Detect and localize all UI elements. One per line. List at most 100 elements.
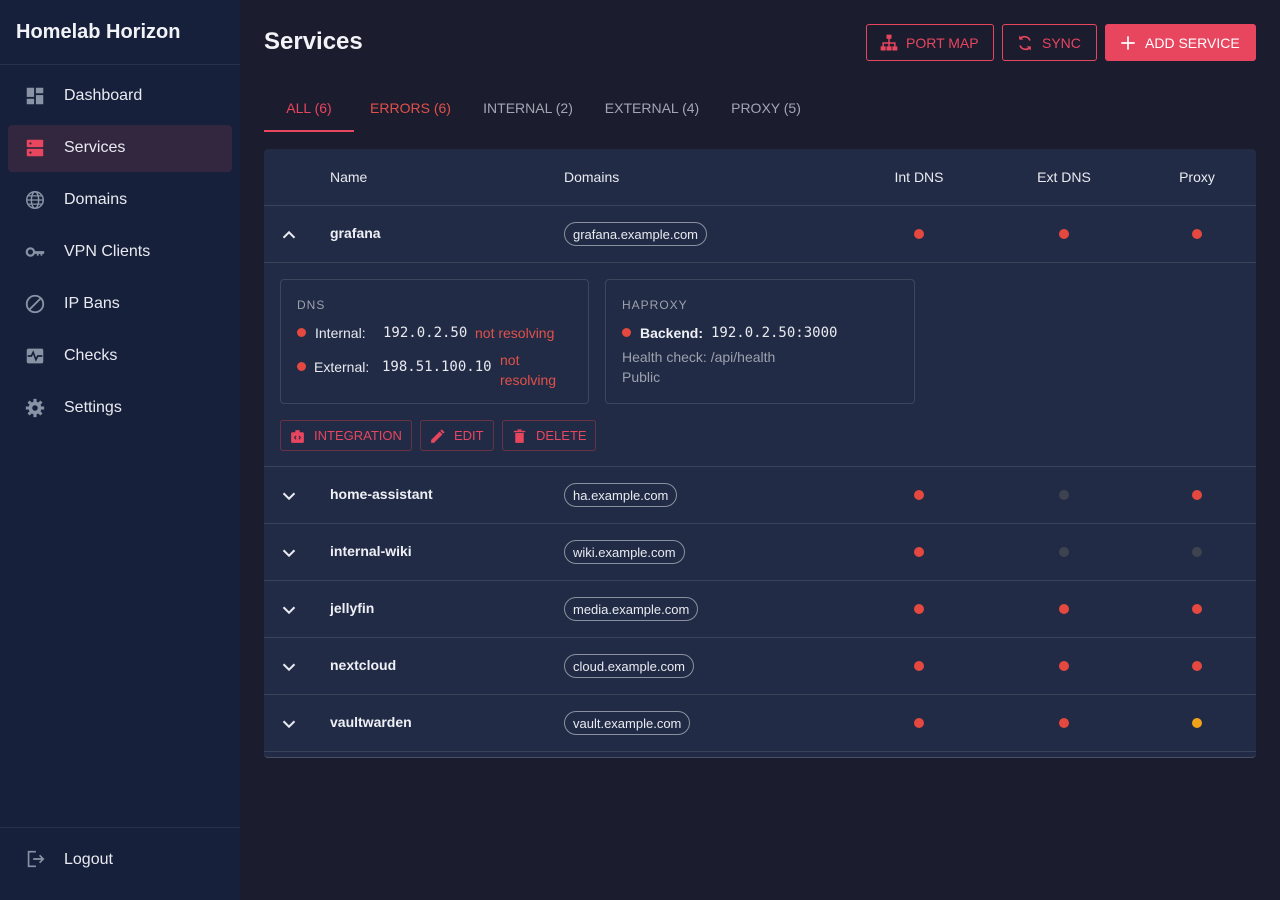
icon-gear bbox=[25, 398, 45, 418]
domain-chip[interactable]: wiki.example.com bbox=[564, 540, 685, 564]
icon-plus bbox=[1121, 36, 1135, 50]
tab-label: ALL (6) bbox=[286, 100, 332, 116]
backend: 192.0.2.50:3000 bbox=[711, 325, 838, 341]
nav-item[interactable]: Domains bbox=[8, 177, 232, 224]
divider bbox=[0, 827, 240, 828]
header-button[interactable]: SYNC bbox=[1002, 24, 1097, 61]
nav-item[interactable]: Services bbox=[8, 125, 232, 172]
logout-label: Logout bbox=[64, 851, 113, 868]
logout[interactable]: Logout bbox=[8, 836, 232, 882]
expand-toggle[interactable] bbox=[276, 597, 302, 623]
nav-item[interactable]: VPN Clients bbox=[8, 229, 232, 276]
service-name: jellyfin bbox=[330, 600, 375, 616]
service-name: home-assistant bbox=[330, 486, 433, 502]
status-dot bbox=[297, 362, 306, 371]
panel-title: DNS bbox=[297, 298, 326, 312]
icon-sync bbox=[1019, 35, 1031, 51]
icon-key bbox=[25, 247, 45, 257]
nav-item[interactable]: Dashboard bbox=[8, 73, 232, 120]
domain-chip[interactable]: ha.example.com bbox=[564, 483, 678, 507]
status-dot bbox=[1192, 604, 1202, 614]
tab[interactable]: ALL (6) bbox=[264, 88, 354, 132]
column-header: Domains bbox=[564, 169, 620, 185]
icon-services bbox=[26, 139, 44, 157]
status-dot bbox=[297, 328, 306, 337]
nav-label: Checks bbox=[64, 347, 118, 364]
row-divider bbox=[264, 580, 1256, 581]
backend-label: Backend: bbox=[640, 325, 704, 341]
expand-toggle[interactable] bbox=[276, 711, 302, 737]
expand-toggle[interactable] bbox=[276, 540, 302, 566]
domain-chip[interactable]: grafana.example.com bbox=[564, 222, 708, 246]
row-divider bbox=[264, 523, 1256, 524]
service-row: grafana grafana.example.com bbox=[264, 206, 1256, 263]
service-name: grafana bbox=[330, 225, 381, 241]
nav-item[interactable]: Checks bbox=[8, 333, 232, 380]
status-dot bbox=[914, 229, 924, 239]
status-dot bbox=[1192, 718, 1202, 728]
detail-button[interactable]: INTEGRATION bbox=[280, 420, 412, 451]
nav-item[interactable]: IP Bans bbox=[8, 281, 232, 328]
domain-chip[interactable]: media.example.com bbox=[564, 597, 699, 621]
row-divider bbox=[264, 637, 1256, 638]
tab[interactable]: EXTERNAL (4) bbox=[589, 88, 715, 132]
status-dot bbox=[1059, 604, 1069, 614]
icon-trash bbox=[513, 429, 526, 443]
service-row: internal-wiki wiki.example.com bbox=[264, 524, 1256, 581]
icon-down bbox=[282, 720, 296, 729]
button-label: ADD SERVICE bbox=[1145, 35, 1240, 51]
status-dot bbox=[1059, 229, 1069, 239]
header-button[interactable]: PORT MAP bbox=[866, 24, 994, 61]
domain-chip[interactable]: cloud.example.com bbox=[564, 654, 694, 678]
column-header: Name bbox=[330, 169, 368, 185]
service-row: home-assistant ha.example.com bbox=[264, 467, 1256, 524]
nav-label: Dashboard bbox=[64, 87, 143, 104]
header-button[interactable]: ADD SERVICE bbox=[1105, 24, 1256, 61]
nav-label: Settings bbox=[64, 399, 122, 416]
status-dot bbox=[1192, 229, 1202, 239]
column-header: Ext DNS bbox=[1037, 169, 1091, 185]
icon-up bbox=[282, 230, 296, 239]
nav-label: VPN Clients bbox=[64, 243, 151, 260]
row-divider bbox=[264, 466, 1256, 467]
tab[interactable]: ERRORS (6) bbox=[354, 88, 467, 132]
status-dot bbox=[914, 718, 924, 728]
status-dot bbox=[622, 328, 631, 337]
nav-label: IP Bans bbox=[64, 295, 120, 312]
domain-chip[interactable]: vault.example.com bbox=[564, 711, 691, 735]
services-table: Name Domains Int DNS Ext DNS Proxy grafana gra… bbox=[264, 149, 1256, 758]
service-row: nextcloud cloud.example.com bbox=[264, 638, 1256, 695]
haproxy-panel: HAPROXY Backend: 192.0.2.50:3000 Health che… bbox=[605, 279, 915, 404]
status-dot bbox=[1059, 718, 1069, 728]
icon-down bbox=[282, 606, 296, 615]
detail-button[interactable]: EDIT bbox=[420, 420, 494, 451]
icon-down bbox=[282, 549, 296, 558]
button-label: EDIT bbox=[454, 428, 484, 443]
status-dot bbox=[1192, 547, 1202, 557]
dns-status: not resolving bbox=[475, 325, 555, 341]
nav-item[interactable]: Settings bbox=[8, 385, 232, 432]
tab-label: EXTERNAL (4) bbox=[604, 100, 700, 116]
status-dot bbox=[1059, 547, 1069, 557]
service-row: jellyfin media.example.com bbox=[264, 581, 1256, 638]
button-label: DELETE bbox=[536, 428, 587, 443]
tab-label: PROXY (5) bbox=[731, 100, 801, 116]
expand-toggle[interactable] bbox=[276, 483, 302, 509]
panel-title: HAPROXY bbox=[622, 298, 688, 312]
tab-label: INTERNAL (2) bbox=[483, 100, 573, 116]
detail-button[interactable]: DELETE bbox=[502, 420, 596, 451]
sidebar: Homelab Horizon Dashboard Services Domains V… bbox=[0, 0, 240, 900]
expand-toggle[interactable] bbox=[276, 654, 302, 680]
tab[interactable]: PROXY (5) bbox=[715, 88, 817, 132]
tab[interactable]: INTERNAL (2) bbox=[467, 88, 589, 132]
service-name: vaultwarden bbox=[330, 714, 412, 730]
icon-sitemap bbox=[880, 34, 898, 51]
status-dot bbox=[1059, 661, 1069, 671]
icon-ban bbox=[25, 294, 45, 314]
dns-label: Internal: bbox=[315, 325, 366, 341]
icon-integration bbox=[291, 430, 304, 443]
nav-label: Services bbox=[64, 139, 126, 156]
visibility: Public bbox=[622, 369, 661, 385]
row-divider bbox=[264, 262, 1256, 263]
expand-toggle[interactable] bbox=[276, 222, 302, 248]
